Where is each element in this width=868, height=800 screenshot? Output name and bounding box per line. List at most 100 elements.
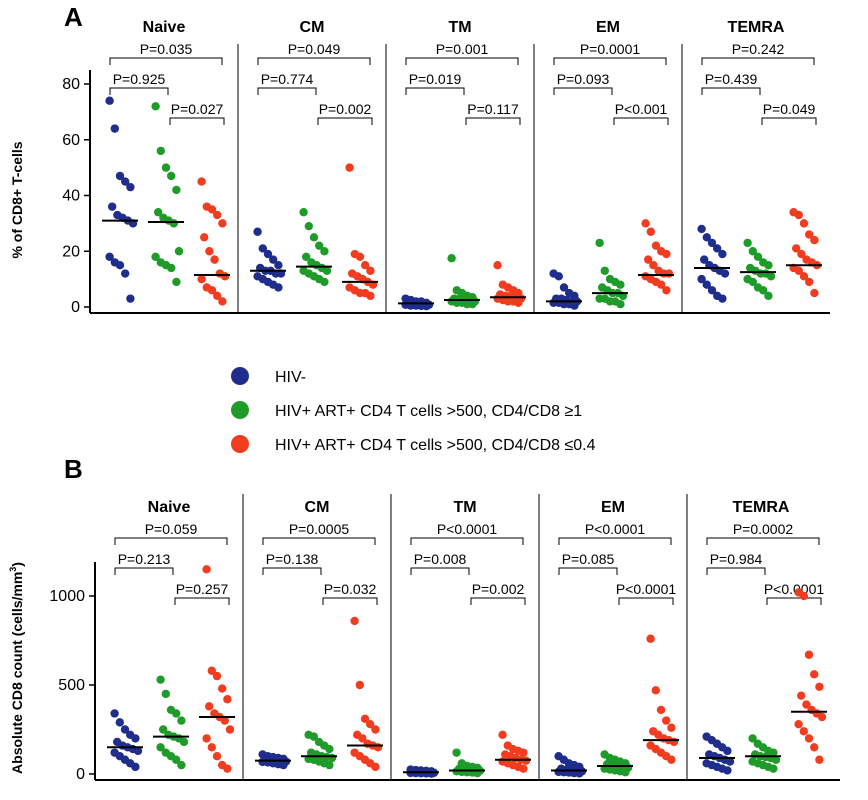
- data-point: [725, 757, 735, 766]
- legend-label-hiv-cd4cd8-low: HIV+ ART+ CD4 T cells >500, CD4/CD8 ≤0.4: [275, 437, 596, 454]
- data-point: [805, 230, 814, 239]
- group1-group3-bracket: [114, 537, 228, 545]
- group1-group2-pvalue: P=0.439: [705, 71, 758, 87]
- data-point: [651, 686, 660, 695]
- data-point: [707, 238, 717, 248]
- legend: HIV- HIV+ ART+ CD4 T cells >500, CD4/CD8…: [231, 367, 596, 454]
- group2-group3-pvalue: P=0.049: [763, 101, 816, 117]
- data-point: [697, 274, 706, 284]
- group1-group2-bracket: [257, 87, 317, 95]
- data-point: [810, 288, 819, 298]
- data-point: [355, 252, 365, 262]
- data-point: [498, 730, 507, 740]
- data-point: [304, 221, 313, 231]
- data-point: [309, 732, 318, 741]
- group1-group3-bracket: [405, 57, 519, 65]
- data-point: [108, 202, 117, 211]
- data-point: [205, 702, 214, 711]
- data-point: [799, 591, 808, 601]
- group1-group2-bracket: [262, 567, 322, 575]
- data-point: [121, 177, 130, 186]
- group2-group3-pvalue: P=0.027: [171, 101, 224, 117]
- group1-group3-pvalue: P=0.059: [145, 521, 198, 537]
- data-point: [656, 705, 666, 715]
- data-point: [493, 260, 502, 270]
- data-point: [700, 255, 709, 264]
- data-point: [177, 716, 186, 725]
- data-point: [161, 163, 171, 172]
- data-point: [207, 205, 217, 214]
- data-point: [131, 734, 140, 743]
- legend-marker-hiv-cd4cd8-high: [231, 401, 249, 419]
- data-point: [126, 182, 135, 192]
- group-title: CM: [305, 499, 330, 516]
- group-title: TEMRA: [733, 499, 790, 516]
- group1-group2-pvalue: P=0.085: [562, 551, 615, 567]
- data-point: [177, 760, 186, 770]
- data-point: [133, 746, 143, 756]
- data-point: [616, 280, 625, 289]
- data-point: [559, 283, 569, 292]
- data-point: [197, 177, 206, 186]
- y-tick-label: 40: [62, 188, 80, 205]
- group2-group3-bracket: [322, 597, 378, 605]
- data-point: [519, 764, 528, 773]
- data-point: [718, 249, 727, 259]
- group2-group3-bracket: [174, 597, 230, 605]
- y-tick-label: 0: [71, 299, 80, 316]
- data-point: [223, 764, 232, 773]
- data-point: [218, 297, 227, 306]
- data-point: [274, 283, 283, 292]
- group1-group2-pvalue: P=0.008: [414, 551, 467, 567]
- data-point: [815, 755, 824, 764]
- data-point: [218, 684, 227, 693]
- data-point: [799, 272, 809, 281]
- data-point: [697, 224, 706, 234]
- group1-group3-pvalue: P=0.0002: [733, 521, 794, 537]
- panel-b: B 0 500 1000 Absolute CD8 count (cells/mm3)…: [8, 454, 840, 783]
- group1-group3-bracket: [558, 537, 672, 545]
- data-point: [797, 691, 806, 700]
- group1-group2-bracket: [553, 87, 613, 95]
- data-point: [649, 260, 658, 270]
- y-tick-label: 1000: [49, 588, 85, 605]
- data-point: [667, 723, 676, 732]
- data-point: [748, 277, 757, 287]
- data-point: [172, 709, 181, 718]
- data-point: [664, 269, 674, 278]
- data-point: [646, 227, 655, 236]
- data-point: [646, 634, 655, 643]
- data-point: [151, 102, 160, 111]
- group1-group2-pvalue: P=0.138: [266, 551, 319, 567]
- data-point: [644, 255, 653, 264]
- data-point: [115, 718, 125, 727]
- y-tick-label: 60: [62, 132, 80, 149]
- data-point: [468, 300, 477, 309]
- group1-group3-pvalue: P=0.242: [732, 41, 785, 57]
- data-point: [616, 300, 625, 309]
- data-point: [210, 255, 219, 264]
- group1-group2-bracket: [109, 87, 169, 95]
- data-point: [121, 269, 130, 278]
- group2-group3-pvalue: P=0.002: [319, 101, 372, 117]
- data-point: [794, 719, 803, 729]
- data-point: [197, 274, 206, 284]
- data-point: [207, 286, 217, 295]
- data-point: [743, 238, 752, 248]
- data-point: [207, 743, 216, 752]
- data-point: [799, 219, 809, 228]
- group-title: TEMRA: [728, 19, 785, 36]
- group2-group3-bracket: [613, 117, 669, 125]
- data-point: [373, 743, 383, 752]
- data-point: [154, 208, 163, 217]
- y-tick-label: 80: [62, 76, 80, 93]
- data-point: [279, 760, 288, 770]
- panel-label-b: B: [64, 454, 83, 484]
- y-axis-label: Absolute CD8 count (cells/mm3): [8, 562, 25, 774]
- data-point: [105, 96, 114, 105]
- group-title: EM: [596, 19, 620, 36]
- data-point: [169, 219, 178, 228]
- data-point: [172, 755, 181, 764]
- data-point: [657, 280, 666, 289]
- data-point: [815, 682, 824, 691]
